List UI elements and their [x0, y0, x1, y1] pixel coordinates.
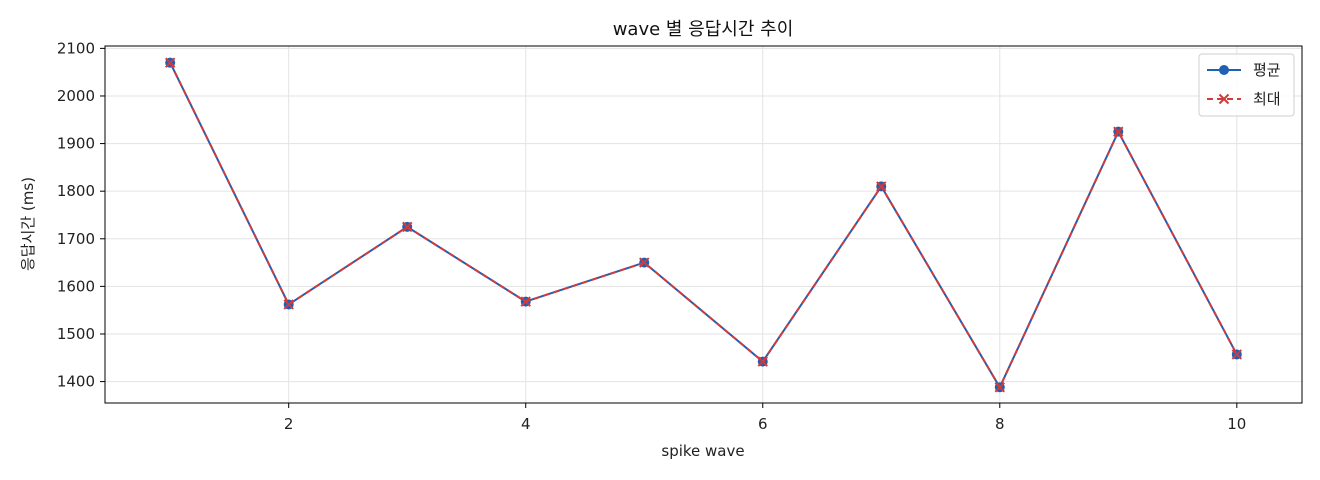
data-point [1231, 349, 1243, 360]
data-point [283, 299, 294, 310]
data-point-stroke [639, 257, 650, 268]
data-point-stroke [283, 299, 294, 310]
legend-marker [1218, 93, 1230, 105]
y-tick-label: 1600 [57, 277, 95, 295]
legend-item: 평균 [1207, 61, 1281, 79]
y-tick-label: 2100 [57, 39, 95, 57]
axis-ticks: 2 4 6 8 10 1400 1500 1600 1700 1800 1900 2000 2100 [57, 39, 1247, 433]
data-point-stroke [402, 221, 413, 233]
series-line [169, 62, 1238, 389]
data-point-stroke [757, 356, 768, 367]
series-line [169, 62, 1238, 389]
x-tick-label: 10 [1227, 415, 1246, 433]
legend-label: 최대 [1253, 90, 1281, 108]
data-point [520, 296, 531, 307]
data-point-stroke [520, 296, 531, 307]
y-tick-label: 1900 [57, 135, 95, 153]
x-axis-label: spike wave [661, 442, 744, 460]
grid [105, 46, 1302, 403]
data-point [639, 257, 650, 268]
chart-title: wave 별 응답시간 추이 [613, 19, 794, 40]
plot-frame [104, 45, 1303, 404]
data-point-stroke [164, 57, 176, 68]
x-tick-label: 6 [758, 415, 768, 433]
data-point-stroke [1231, 349, 1243, 360]
x-tick-label: 2 [284, 415, 294, 433]
y-tick-label: 1500 [57, 325, 95, 343]
x-tick-label: 8 [995, 415, 1005, 433]
y-tick-label: 1400 [57, 373, 95, 391]
series-1 [165, 57, 1242, 393]
data-point-stroke [876, 181, 887, 192]
data-point [876, 181, 887, 192]
series-2 [164, 57, 1243, 393]
legend-item: 최대 [1207, 90, 1281, 108]
y-tick-label: 2000 [57, 87, 95, 105]
data-point [757, 356, 768, 367]
data-point [164, 57, 176, 68]
data-point-stroke [1113, 126, 1124, 137]
data-point [1113, 126, 1124, 137]
series-layer [164, 57, 1243, 393]
legend-marker [1219, 65, 1229, 75]
x-tick-label: 4 [521, 415, 531, 433]
legend-marker-stroke [1218, 93, 1230, 105]
data-point [994, 382, 1005, 393]
data-point [402, 221, 413, 233]
y-axis-label: 응답시간 (ms) [19, 177, 37, 271]
legend-label: 평균 [1253, 61, 1281, 79]
y-tick-label: 1800 [57, 182, 95, 200]
y-tick-label: 1700 [57, 230, 95, 248]
data-point-stroke [994, 382, 1005, 393]
